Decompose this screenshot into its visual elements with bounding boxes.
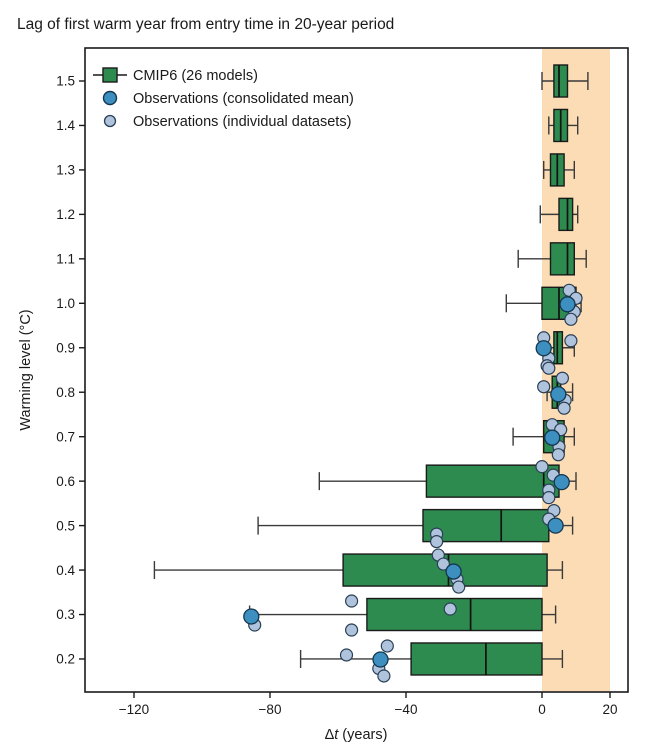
obs-individual-dot-0.9-1: [564, 334, 578, 348]
obs-individual-dot-0.5-3: [430, 534, 444, 549]
obs-mean-dot-0.9: [535, 340, 552, 357]
legend-cmip6-box-icon: [102, 67, 118, 83]
obs-individual-dot-0.7-3: [551, 448, 565, 462]
y-tick-label-0.9: 0.9: [56, 340, 75, 355]
y-tick-label-1.4: 1.4: [56, 118, 75, 133]
legend-obs-individual-label: Observations (individual datasets): [133, 114, 351, 130]
obs-individual-dot-0.2-3: [377, 669, 391, 683]
x-tick-label--80: −80: [259, 702, 282, 717]
obs-mean-dot-0.8: [550, 386, 567, 403]
legend-item-obs-mean: Observations (consolidated mean): [102, 90, 354, 107]
plot-border: [84, 47, 629, 693]
obs-individual-dot-0.6-0: [535, 460, 549, 474]
obs-mean-dot-0.4: [445, 563, 462, 580]
obs-mean-dot-0.3: [243, 608, 260, 625]
chart-title: Lag of first warm year from entry time i…: [17, 16, 394, 33]
box-0.9: [553, 331, 564, 365]
y-tick-label-0.3: 0.3: [56, 607, 75, 622]
obs-mean-dot-0.5: [547, 517, 564, 534]
y-axis-label: Warming level (°C): [18, 309, 34, 430]
obs-individual-dot-0.4-1: [436, 557, 450, 571]
y-tick-label-0.4: 0.4: [56, 563, 75, 578]
y-tick-label-0.6: 0.6: [56, 474, 75, 489]
box-1.2: [558, 197, 574, 232]
legend-obs-individual-dot-icon: [103, 114, 117, 128]
obs-individual-dot-1.0-3: [564, 312, 578, 326]
legend-obs-mean-label: Observations (consolidated mean): [133, 91, 354, 107]
obs-individual-dot-0.6-3: [542, 491, 556, 505]
x-axis-label-delta: Δ: [325, 727, 335, 743]
obs-individual-dot-0.3-1: [443, 602, 457, 616]
box-0.3: [366, 597, 543, 632]
y-tick-label-0.8: 0.8: [56, 385, 75, 400]
x-tick-label--40: −40: [395, 702, 418, 717]
box-1.5: [553, 64, 569, 98]
y-tick-label-1.2: 1.2: [56, 207, 75, 222]
plot-layer: −120 −80 −40 0 20 1.5 1.4 1.3 1.2 1.1 1.0 0.9 0.8 0.7…: [56, 47, 629, 717]
legend-cmip6-label: CMIP6 (26 models): [133, 68, 258, 84]
y-tick-label-1.5: 1.5: [56, 74, 75, 89]
obs-individual-dot-0.8-2: [537, 380, 551, 394]
box-1.1: [549, 242, 575, 276]
y-tick-label-0.7: 0.7: [56, 429, 75, 444]
obs-individual-dot-0.2-1: [339, 648, 354, 662]
x-tick-label-0: 0: [538, 702, 546, 717]
obs-mean-dot-0.2: [372, 651, 389, 668]
legend: CMIP6 (26 models) Observations (consolid…: [93, 67, 354, 130]
obs-individual-dot-0.3-0: [345, 594, 359, 608]
x-axis-label-units: (years): [338, 727, 387, 743]
x-axis-label: Δt (years): [325, 727, 388, 743]
obs-individual-dot-0.4-3: [452, 580, 466, 594]
legend-obs-mean-dot-icon: [102, 90, 118, 106]
y-tick-label-1.1: 1.1: [56, 252, 75, 267]
box-0.5: [422, 508, 550, 543]
y-tick-label-0.5: 0.5: [56, 518, 75, 533]
x-axis-label-variable: t: [334, 727, 339, 743]
y-tick-label-1.3: 1.3: [56, 163, 75, 178]
y-tick-label-1.0: 1.0: [56, 296, 75, 311]
legend-item-cmip6: CMIP6 (26 models): [93, 67, 258, 84]
x-tick-label-20: 20: [602, 702, 617, 717]
obs-mean-dot-0.6: [553, 473, 570, 491]
obs-individual-dot-0.8-1: [555, 371, 570, 385]
obs-individual-dot-0.2-0: [380, 639, 394, 653]
y-tick-label-0.2: 0.2: [56, 652, 75, 667]
x-tick-label--120: −120: [119, 702, 149, 717]
obs-individual-dot-0.8-0: [542, 361, 556, 375]
obs-individual-dot-0.8-4: [557, 401, 571, 415]
obs-mean-dot-1.0: [559, 296, 576, 313]
legend-item-obs-individual: Observations (individual datasets): [103, 114, 351, 130]
obs-mean-dot-0.7: [544, 429, 561, 446]
box-0.2: [410, 642, 543, 676]
obs-individual-dot-0.3-3: [345, 623, 359, 637]
